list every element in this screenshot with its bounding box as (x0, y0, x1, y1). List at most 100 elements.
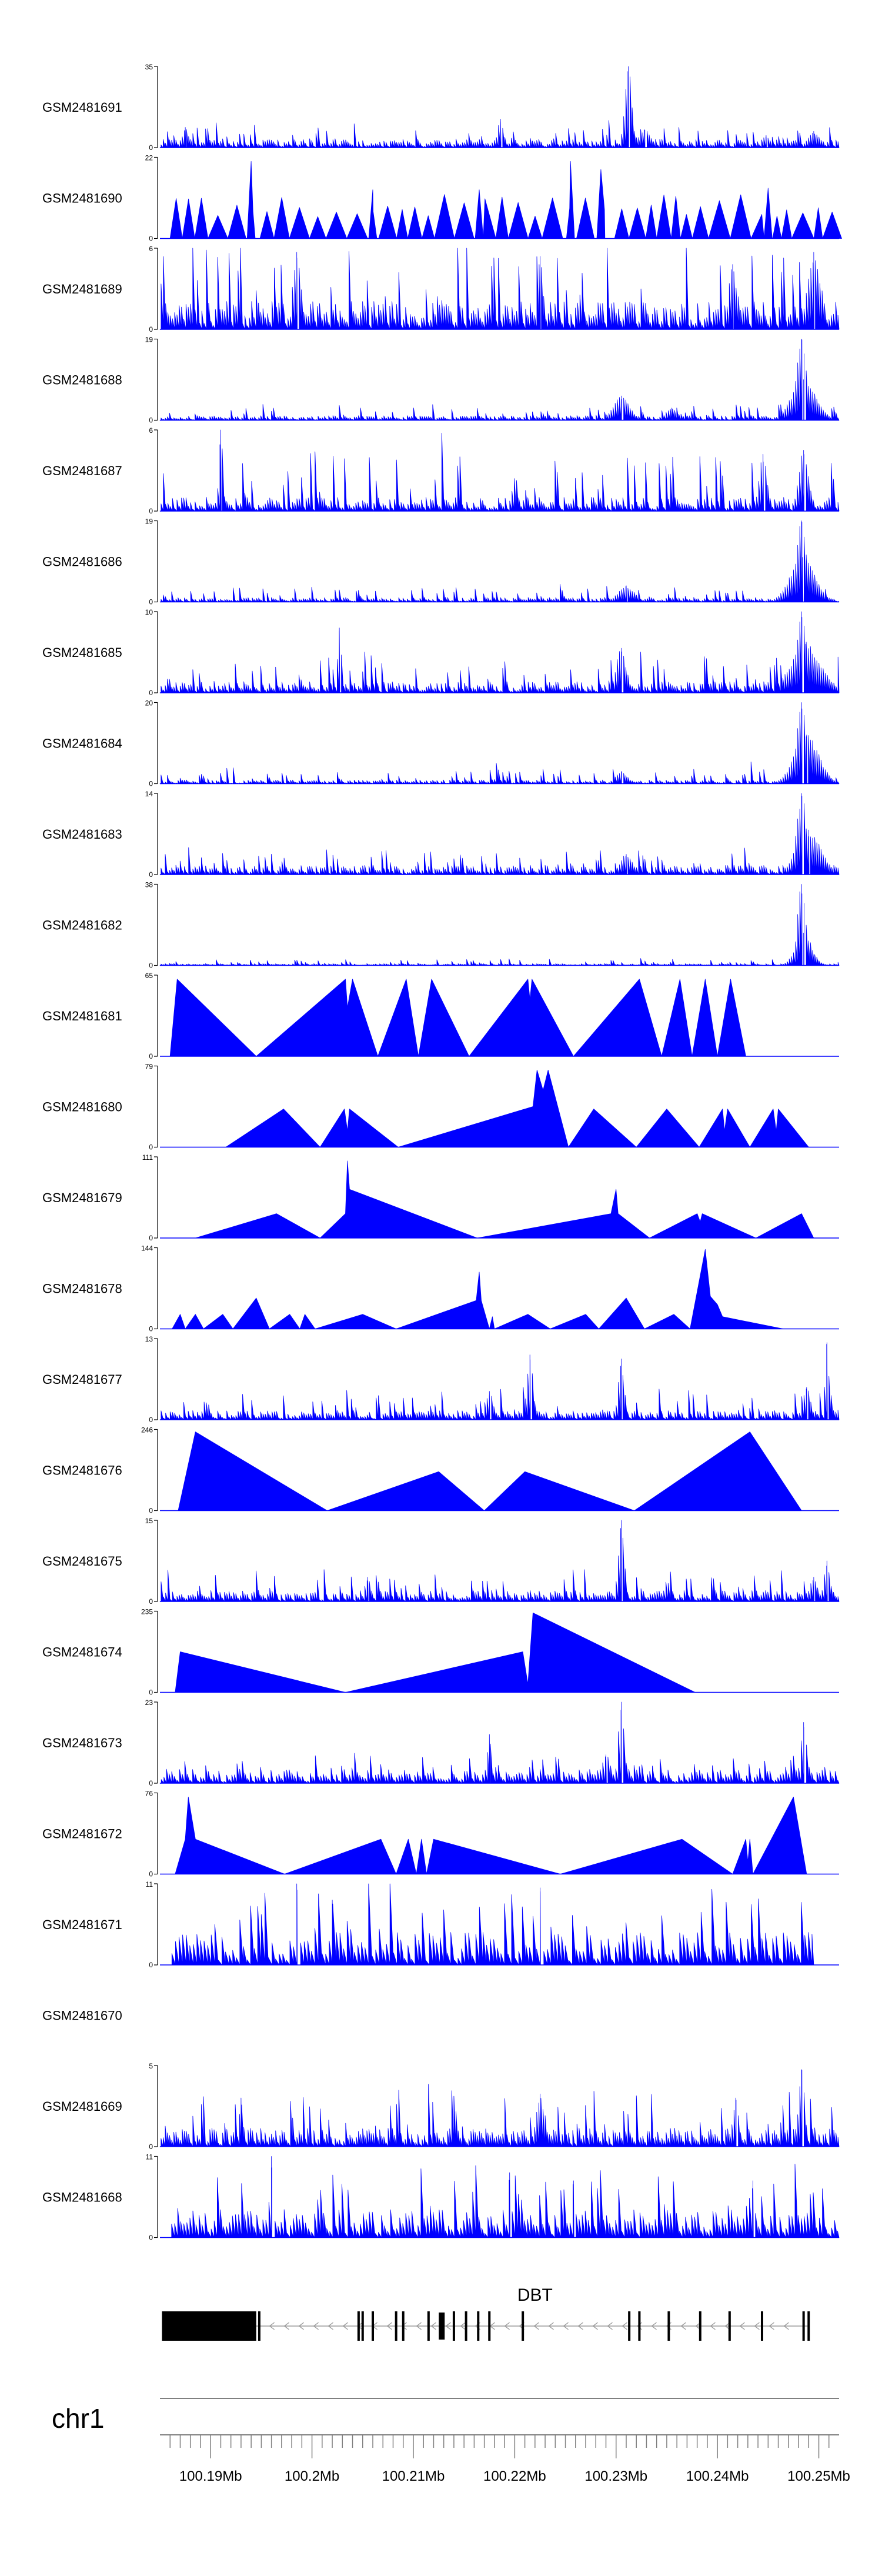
coverage-track-gsm2481673: GSM2481673 23 0 (42, 1699, 840, 1787)
coverage-track-gsm2481690: GSM2481690 22 0 (42, 154, 842, 243)
strand-arrow (386, 2322, 393, 2330)
y-axis-zero-label: 0 (149, 416, 153, 425)
y-axis-max-label: 11 (146, 2153, 153, 2161)
coverage-track-gsm2481671: GSM2481671 11 0 (42, 1880, 839, 1969)
y-axis-zero-label: 0 (149, 144, 153, 152)
coverage-area (159, 1342, 840, 1420)
coverage-track-gsm2481688: GSM2481688 19 0 (42, 336, 840, 425)
strand-arrow (622, 2322, 627, 2330)
track-label: GSM2481675 (42, 1554, 122, 1569)
strand-arrow (563, 2322, 569, 2330)
coverage-track-gsm2481670: GSM2481670 (42, 2008, 122, 2023)
y-axis-max-label: 22 (145, 154, 153, 162)
y-axis-zero-label: 0 (149, 689, 153, 697)
track-label: GSM2481691 (42, 100, 122, 115)
axis-tick-label: 100.22Mb (483, 2468, 546, 2484)
track-label: GSM2481677 (42, 1372, 122, 1387)
y-axis-max-label: 144 (141, 1244, 153, 1253)
y-axis-zero-label: 0 (149, 1961, 153, 1969)
track-label: GSM2481670 (42, 2008, 122, 2023)
coverage-area (172, 1249, 784, 1329)
coverage-track-gsm2481691: GSM2481691 35 0 (42, 63, 840, 152)
gene-exon (802, 2311, 805, 2341)
y-axis-zero-label: 0 (149, 507, 153, 515)
strand-arrow (769, 2322, 774, 2330)
gene-exon (628, 2311, 631, 2341)
strand-arrow (577, 2322, 583, 2330)
y-axis-zero-label: 0 (149, 1870, 153, 1878)
gene-exon (760, 2311, 763, 2341)
coverage-track-gsm2481672: GSM2481672 76 0 (42, 1790, 839, 1878)
coverage-area (159, 339, 840, 421)
genome-axis-track: chr1 100.19Mb 100.2Mb 100.21Mb 100.22Mb 100.2… (52, 2398, 850, 2484)
y-axis-max-label: 6 (149, 426, 153, 435)
coverage-area (175, 1612, 696, 1693)
y-axis-zero-label: 0 (149, 598, 153, 606)
strand-arrow (328, 2322, 334, 2330)
axis-tick-label: 100.2Mb (285, 2468, 339, 2484)
y-axis-zero-label: 0 (149, 1779, 153, 1787)
gene-utr-block (162, 2311, 256, 2341)
y-axis-max-label: 111 (142, 1153, 153, 1162)
track-label: GSM2481683 (42, 827, 122, 842)
coverage-area (159, 793, 840, 875)
gene-exon (361, 2311, 364, 2341)
strand-arrow (739, 2322, 745, 2330)
y-axis-zero-label: 0 (149, 780, 153, 788)
y-axis-max-label: 6 (149, 245, 153, 253)
gene-label: DBT (517, 2285, 553, 2305)
gene-exon (465, 2311, 467, 2341)
track-label: GSM2481674 (42, 1645, 122, 1660)
y-axis-max-label: 19 (145, 336, 153, 344)
coverage-track-gsm2481686: GSM2481686 19 0 (42, 518, 840, 606)
coverage-track-gsm2481674: GSM2481674 235 0 (42, 1608, 839, 1697)
strand-arrow (504, 2322, 510, 2330)
gene-exon (402, 2311, 405, 2341)
y-axis-zero-label: 0 (149, 1234, 153, 1242)
coverage-track-gsm2481685: GSM2481685 10 0 (42, 608, 840, 697)
strand-arrow (548, 2322, 554, 2330)
strand-arrow (460, 2322, 466, 2330)
y-axis-max-label: 65 (145, 972, 153, 980)
y-axis-max-label: 79 (145, 1063, 153, 1071)
strand-arrow (651, 2322, 657, 2330)
gene-exon (452, 2311, 455, 2341)
coverage-area (159, 1701, 840, 1784)
y-axis-zero-label: 0 (149, 962, 153, 970)
track-label: GSM2481680 (42, 1100, 122, 1115)
strand-arrow (401, 2322, 407, 2330)
coverage-tracks: GSM2481691350GSM2481690220GSM248168960GS… (42, 63, 842, 2242)
track-label: GSM2481688 (42, 373, 122, 388)
track-label: GSM2481690 (42, 191, 122, 206)
y-axis-zero-label: 0 (149, 1507, 153, 1515)
y-axis-zero-label: 0 (149, 325, 153, 333)
coverage-track-gsm2481683: GSM2481683 14 0 (42, 790, 840, 879)
axis-tick-label: 100.21Mb (382, 2468, 445, 2484)
coverage-area (169, 2156, 840, 2238)
axis-tick-label: 100.19Mb (179, 2468, 242, 2484)
gene-exon (439, 2313, 445, 2340)
strand-arrow (592, 2322, 598, 2330)
coverage-area (175, 1797, 807, 1874)
y-axis-zero-label: 0 (149, 1052, 153, 1060)
coverage-track-gsm2481681: GSM2481681 65 0 (42, 972, 839, 1060)
strand-arrow (416, 2322, 422, 2330)
gene-exon (728, 2311, 731, 2341)
coverage-area (169, 979, 746, 1057)
coverage-area (169, 1883, 814, 1966)
track-label: GSM2481682 (42, 918, 122, 933)
y-axis-zero-label: 0 (149, 1143, 153, 1152)
strand-arrow (710, 2322, 716, 2330)
track-label: GSM2481669 (42, 2099, 122, 2114)
track-label: GSM2481676 (42, 1463, 122, 1478)
coverage-area (159, 520, 840, 602)
y-axis-zero-label: 0 (149, 870, 153, 879)
gene-exon (372, 2311, 375, 2341)
gene-exon (477, 2311, 480, 2341)
coverage-area (159, 1520, 840, 1602)
y-axis-max-label: 10 (145, 608, 153, 616)
track-label: GSM2481671 (42, 1917, 122, 1932)
coverage-track-gsm2481680: GSM2481680 79 0 (42, 1063, 839, 1152)
coverage-track-gsm2481669: GSM2481669 5 0 (42, 2062, 840, 2151)
